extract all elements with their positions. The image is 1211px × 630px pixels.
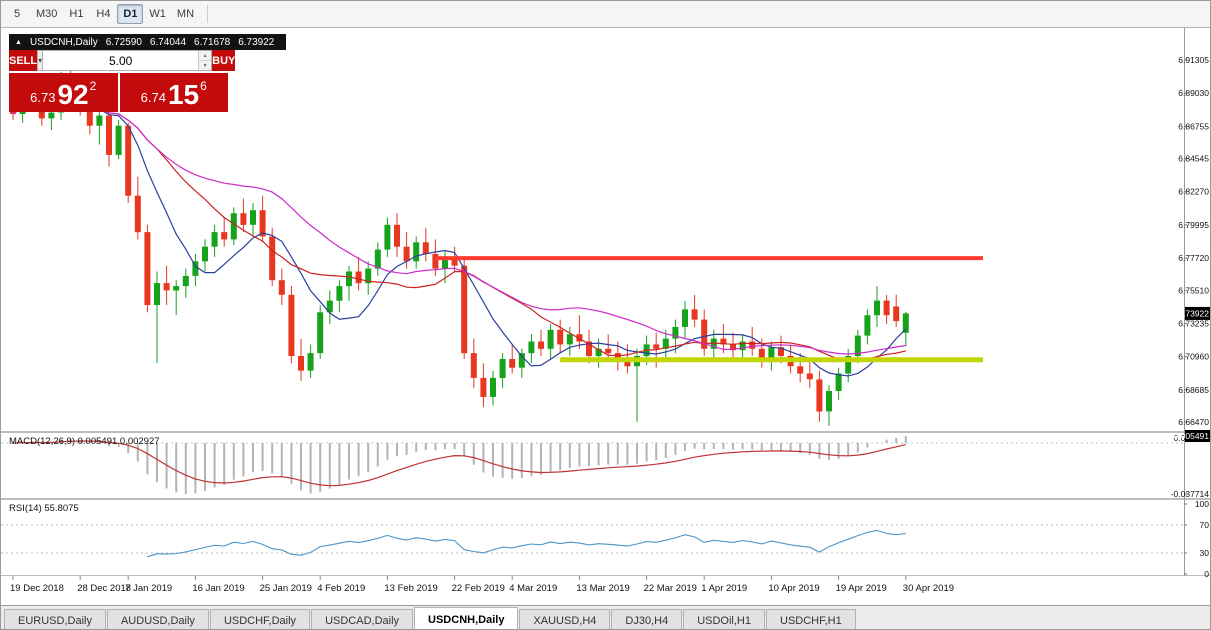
ask-price-display[interactable]: 6.74 15 6	[119, 73, 228, 112]
svg-text:19 Dec 2018: 19 Dec 2018	[10, 583, 64, 594]
chart-tabs-bar: EURUSD,Daily AUDUSD,Daily USDCHF,Daily USDC…	[1, 605, 1210, 629]
bid-price-sup: 2	[89, 79, 97, 93]
macd-value-tag	[1185, 430, 1210, 442]
timeframe-button-d1[interactable]: D1	[117, 4, 144, 24]
svg-text:16 Jan 2019: 16 Jan 2019	[192, 583, 244, 594]
svg-text:6.75510: 6.75510	[1178, 285, 1209, 295]
svg-text:6.70960: 6.70960	[1178, 352, 1209, 362]
svg-text:7 Jan 2019: 7 Jan 2019	[125, 583, 172, 594]
svg-text:22 Feb 2019: 22 Feb 2019	[452, 583, 505, 594]
ohlc-low-value: 6.71678	[194, 36, 231, 48]
spinner-down-icon[interactable]: ▼	[199, 61, 212, 70]
svg-text:30 Apr 2019: 30 Apr 2019	[903, 583, 954, 594]
timeframe-button-h1[interactable]: H1	[69, 8, 84, 20]
chart-tab-usdcnh-daily[interactable]: USDCNH,Daily	[414, 607, 519, 629]
rsi-line	[147, 529, 906, 558]
timeframe-button-mn[interactable]: MN	[176, 8, 195, 20]
volume-spinner[interactable]: ▲ ▼	[198, 51, 212, 70]
chart-tab-usdchf-daily[interactable]: USDCHF,Daily	[209, 609, 311, 629]
svg-text:6.86755: 6.86755	[1178, 121, 1209, 131]
moving-average-16	[12, 104, 906, 363]
timeframe-button-h4[interactable]: H4	[96, 8, 111, 20]
svg-text:6.73922: 6.73922	[1178, 308, 1209, 318]
svg-text:1 Apr 2019: 1 Apr 2019	[701, 583, 747, 594]
svg-text:30: 30	[1200, 548, 1210, 558]
chart-canvas[interactable]: 6.91305 6.89030 6.86755 6.84545 6.82270 6.799…	[1, 28, 1211, 605]
svg-text:6.91305: 6.91305	[1178, 55, 1209, 65]
svg-text:19 Apr 2019: 19 Apr 2019	[836, 583, 887, 594]
chart-symbol-label: USDCNH,Daily	[29, 36, 98, 48]
svg-text:-0.037714: -0.037714	[1171, 489, 1210, 499]
bid-price-big: 92	[57, 79, 89, 110]
one-click-trading-panel: SELL ▾ ▲ ▼ BUY 6.73922 6.741	[9, 50, 236, 112]
macd-histogram	[12, 436, 907, 494]
svg-text:6.84545: 6.84545	[1178, 154, 1209, 164]
ohlc-high-value: 6.74044	[149, 36, 187, 48]
chart-tab-usdcad-daily[interactable]: USDCAD,Daily	[311, 609, 414, 629]
chart-tab-audusd-daily[interactable]: AUDUSD,Daily	[106, 609, 209, 629]
moving-average-28	[12, 104, 906, 355]
candles-layer	[10, 67, 909, 426]
svg-text:28 Dec 2018: 28 Dec 2018	[77, 583, 131, 594]
svg-text:6.89030: 6.89030	[1178, 88, 1209, 98]
pane-splitter[interactable]	[1, 431, 1211, 433]
volume-input[interactable]	[43, 51, 199, 70]
macd-signal-line	[12, 440, 906, 487]
svg-text:100: 100	[1195, 499, 1209, 509]
svg-text:MACD(12,26,9) 0.005491 0.0029: MACD(12,26,9) 0.005491 0.002927	[9, 436, 160, 447]
ohlc-open-value: 6.72590	[105, 36, 142, 48]
chart-tab-usdchf-h1[interactable]: USDCHF,H1	[766, 609, 856, 629]
pane-splitter[interactable]	[1, 498, 1211, 500]
timeframe-button-w1[interactable]: W1	[149, 8, 166, 20]
svg-text:6.73235: 6.73235	[1178, 318, 1209, 328]
volume-field: ▲ ▼	[43, 50, 213, 71]
bid-price-display[interactable]: 6.73 92 2	[9, 73, 118, 112]
svg-text:10 Apr 2019: 10 Apr 2019	[768, 583, 819, 594]
chart-window: 6.91305 6.89030 6.86755 6.84545 6.82270 6.799…	[1, 28, 1211, 605]
bid-price-prefix: 6.73	[30, 90, 56, 105]
svg-text:6.82270: 6.82270	[1178, 187, 1209, 197]
chart-tab-eurusd-daily[interactable]: EURUSD,Daily	[4, 609, 106, 629]
buy-button[interactable]: BUY	[212, 50, 236, 71]
svg-text:6.77720: 6.77720	[1178, 253, 1209, 263]
chevron-down-icon: ▾	[38, 56, 43, 65]
ask-price-sup: 6	[200, 79, 207, 93]
toolbar-separator	[207, 5, 209, 23]
volume-dropdown-button[interactable]: ▾	[37, 50, 44, 71]
svg-text:70: 70	[1200, 520, 1210, 530]
timeframe-button-m30[interactable]: M30	[36, 8, 58, 20]
svg-text:4 Feb 2019: 4 Feb 2019	[317, 583, 365, 594]
chart-title-bar: ▲ USDCNH,Daily 6.72590 6.74044 6.71678 6…	[9, 34, 287, 50]
moving-average-8	[12, 104, 907, 377]
svg-text:4 Mar 2019: 4 Mar 2019	[509, 583, 557, 594]
svg-text:13 Mar 2019: 13 Mar 2019	[576, 583, 629, 594]
svg-text:22 Mar 2019: 22 Mar 2019	[644, 583, 697, 594]
timeframes-toolbar: 5 M30 H1 H4 D1 W1 MN	[1, 1, 1210, 28]
svg-text:25 Jan 2019: 25 Jan 2019	[260, 583, 312, 594]
chart-tab-dj30-h4[interactable]: DJ30,H4	[611, 609, 683, 629]
current-price-tag	[1185, 306, 1210, 320]
svg-text:6.66470: 6.66470	[1178, 417, 1209, 427]
svg-text:6.79995: 6.79995	[1178, 220, 1209, 230]
svg-text:0: 0	[1204, 569, 1209, 579]
svg-text:6.68685: 6.68685	[1178, 385, 1209, 395]
sell-button[interactable]: SELL	[9, 50, 38, 71]
chart-tab-usdoil-h1[interactable]: USDOil,H1	[683, 609, 765, 629]
chart-tab-xauusd-h4[interactable]: XAUUSD,H4	[519, 609, 611, 629]
svg-text:0.005491: 0.005491	[1174, 431, 1210, 441]
ask-price-big: 15	[167, 79, 200, 110]
ohlc-close-value: 6.73922	[238, 36, 275, 48]
timeframe-button-5[interactable]: 5	[13, 8, 21, 20]
ask-price-prefix: 6.74	[140, 90, 166, 105]
collapse-triangle-icon[interactable]: ▲	[15, 38, 22, 46]
svg-text:13 Feb 2019: 13 Feb 2019	[384, 583, 437, 594]
spinner-up-icon[interactable]: ▲	[199, 51, 212, 61]
svg-text:RSI(14) 55.8075: RSI(14) 55.8075	[9, 503, 79, 514]
